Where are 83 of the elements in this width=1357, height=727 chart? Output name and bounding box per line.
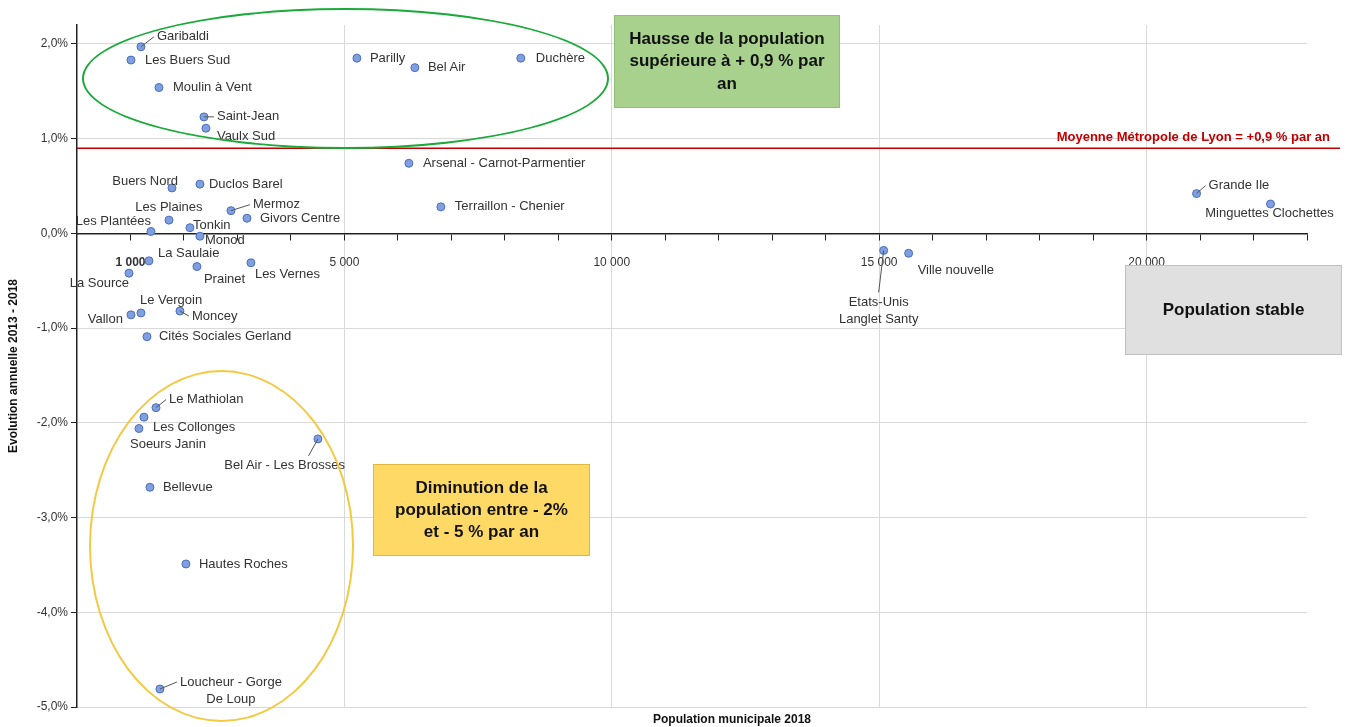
annotation: Ville nouvelle: [917, 261, 995, 277]
annotation: Etats-Unis Langlet Santy: [838, 294, 919, 327]
annotation: Le Mathiolan: [168, 391, 244, 407]
annotation: Les Plaines: [135, 198, 204, 214]
y-tick-label: 2,0%: [40, 36, 69, 51]
annotation: Hautes Roches: [198, 555, 289, 571]
point: [124, 268, 134, 278]
annotation: Le Vergoin: [139, 291, 203, 307]
annotation: Duchère: [535, 49, 585, 65]
annotation: Grande Ile: [1208, 177, 1270, 193]
annotation: Les Collonges: [152, 418, 236, 434]
x-tick-label: 15 000: [860, 254, 898, 269]
y-tick-label: -5,0%: [36, 699, 69, 714]
annotation: Cités Sociales Gerland: [158, 328, 292, 344]
point: [195, 179, 205, 189]
annotation: Vaulx Sud: [216, 127, 276, 143]
point: [142, 332, 152, 342]
annotation: Parilly: [369, 49, 406, 65]
annotation: Moncey: [191, 307, 238, 323]
point: [404, 158, 414, 168]
note-box: Diminution de la population entre - 2% et - 5 % par an: [373, 464, 590, 556]
annotation: Arsenal - Carnot-Parmentier: [422, 154, 587, 170]
y-tick-label: 0,0%: [40, 225, 69, 240]
point: [175, 306, 185, 316]
annotation: Loucheur - Gorge De Loup: [179, 673, 282, 706]
annotation: Saint-Jean: [216, 108, 280, 124]
point: [195, 231, 205, 241]
point: [879, 245, 889, 255]
annotation: Les Vernes: [254, 266, 321, 282]
annotation: La Saulaie: [157, 245, 220, 261]
annotation: Givors Centre: [259, 209, 341, 225]
annotation: Tonkin: [192, 217, 231, 233]
point: [139, 412, 149, 422]
annotation: Prainet: [203, 271, 246, 287]
annotation: Monod: [204, 231, 245, 247]
point: [144, 256, 154, 266]
annotation: Terraillon - Chenier: [454, 198, 566, 214]
point: [134, 424, 144, 434]
x-tick-label: 10 000: [593, 254, 631, 269]
point: [155, 684, 165, 694]
point: [410, 63, 420, 73]
annotation: Bellevue: [162, 478, 213, 494]
y-tick-label: -1,0%: [36, 320, 69, 335]
point: [154, 83, 164, 93]
point: [151, 403, 161, 413]
y-tick-label: -3,0%: [36, 509, 69, 524]
annotation: Garibaldi: [156, 28, 210, 44]
point: [192, 262, 202, 272]
ref-line-label: Moyenne Métropole de Lyon = +0,9 % par an: [1056, 129, 1331, 145]
point: [145, 482, 155, 492]
point: [126, 55, 136, 65]
y-tick-label: 1,0%: [40, 130, 69, 145]
annotation: Minguettes Clochettes: [1205, 204, 1335, 220]
annotation: Vallon: [87, 311, 123, 327]
point: [904, 248, 914, 258]
y-tick-label: -2,0%: [36, 415, 69, 430]
annotation: Buers Nord: [112, 172, 178, 188]
point: [1266, 199, 1276, 209]
point: [516, 53, 526, 63]
point: [136, 308, 146, 318]
note-box: Population stable: [1125, 265, 1342, 355]
note-box: Hausse de la population supérieure à + 0,9 % par an: [614, 15, 840, 108]
x-tick-label: 5 000: [329, 254, 360, 269]
x-axis-title: Population municipale 2018: [652, 712, 812, 727]
point: [136, 42, 146, 52]
y-axis-title: Evolution annuelle 2013 - 2018: [6, 278, 21, 454]
point: [164, 215, 174, 225]
annotation: Les Buers Sud: [144, 51, 231, 67]
y-tick-label: -4,0%: [36, 604, 69, 619]
point: [201, 123, 211, 133]
point: [352, 53, 362, 63]
point: [436, 202, 446, 212]
annotation: Duclos Barel: [208, 175, 283, 191]
point: [242, 213, 252, 223]
point: [146, 226, 156, 236]
point: [126, 310, 136, 320]
annotation: Soeurs Janin: [129, 436, 206, 452]
point: [181, 559, 191, 569]
x-tick-label: 1 000: [115, 254, 146, 269]
annotation: Bel Air: [427, 59, 467, 75]
annotation: Mermoz: [252, 196, 300, 212]
point: [246, 258, 256, 268]
annotation: Moulin à Vent: [172, 79, 253, 95]
